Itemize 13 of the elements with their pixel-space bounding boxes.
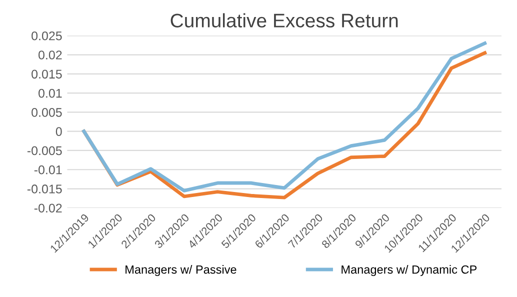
legend-label: Managers w/ Dynamic CP [342,265,477,276]
y-tick-label: 0.02 [38,50,62,60]
y-tick-label: -0.015 [27,184,62,194]
legend-label: Managers w/ Passive [126,265,236,276]
chart-title: Cumulative Excess Return [170,13,398,28]
y-tick-label: 0.025 [32,31,62,40]
y-tick-label: -0.02 [34,204,62,213]
y-tick-label: 0.01 [38,88,62,98]
y-tick-label: 0.005 [32,108,62,117]
y-tick-label: -0.01 [34,165,62,174]
y-tick-label: 0 [56,127,62,136]
y-tick-label: -0.005 [27,146,62,156]
y-tick-label: 0.015 [32,70,62,79]
